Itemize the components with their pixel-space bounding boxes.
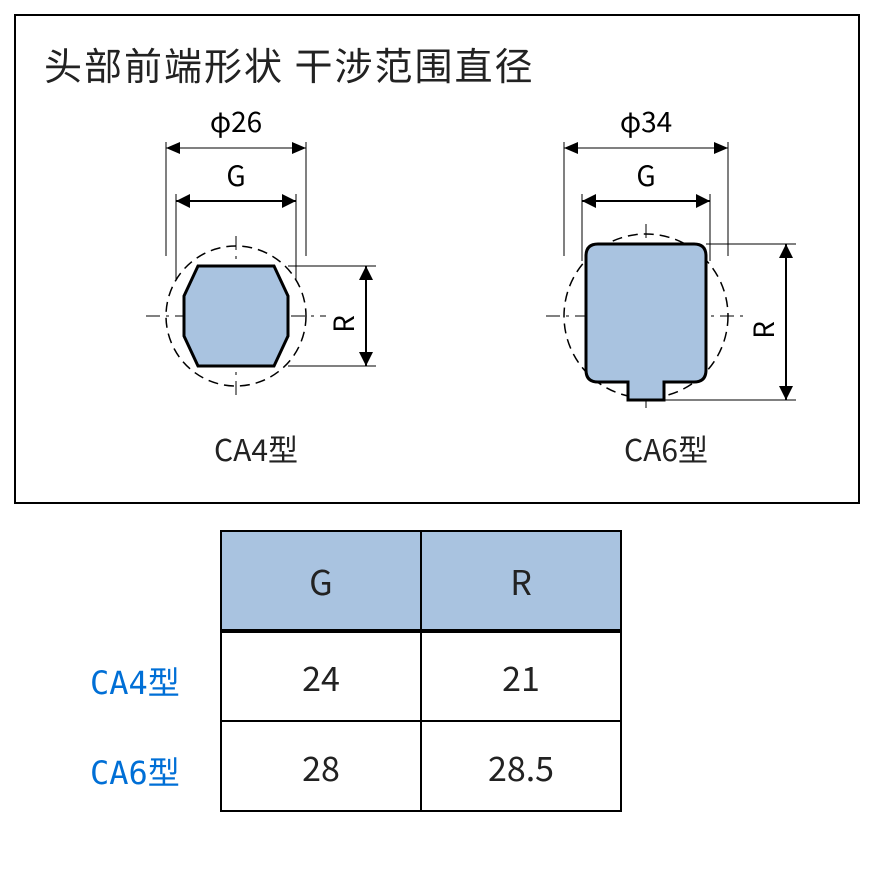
header-g: G: [221, 531, 421, 631]
ca6-head-shape: [586, 244, 706, 400]
header-r: R: [421, 531, 621, 631]
diagram-ca4: φ26 G: [76, 106, 436, 466]
ca4-head-shape: [184, 266, 288, 366]
ca4-phi-label: φ26: [210, 106, 262, 141]
data-table: G R 24 21 28 28.5: [220, 530, 622, 812]
ca6-r-label: R: [743, 321, 783, 339]
ca6-phi-label: φ34: [620, 106, 672, 141]
table-row: 28 28.5: [221, 721, 621, 811]
cell-ca6-g: 28: [221, 721, 421, 811]
ca4-r-label: R: [323, 315, 363, 333]
cell-ca6-r: 28.5: [421, 721, 621, 811]
cell-ca4-r: 21: [421, 631, 621, 721]
table-row: 24 21: [221, 631, 621, 721]
title-text: 头部前端形状 干涉范围直径: [44, 36, 535, 91]
ca6-g-label: G: [636, 155, 655, 195]
page: 头部前端形状 干涉范围直径 φ26 G: [0, 0, 874, 880]
ca6-caption: CA6型: [486, 426, 846, 470]
diagram-row: φ26 G: [16, 106, 858, 506]
table-header-row: G R: [221, 531, 621, 631]
cell-ca4-g: 24: [221, 631, 421, 721]
row-label-ca4: CA4型: [90, 658, 180, 704]
diagram-frame: 头部前端形状 干涉范围直径 φ26 G: [14, 14, 860, 504]
ca4-g-label: G: [226, 155, 245, 195]
ca4-caption: CA4型: [76, 426, 436, 470]
ca4-svg: φ26 G: [76, 106, 436, 436]
ca6-svg: φ34 G: [486, 106, 846, 436]
row-label-ca6: CA6型: [90, 748, 180, 794]
diagram-ca6: φ34 G: [486, 106, 846, 466]
